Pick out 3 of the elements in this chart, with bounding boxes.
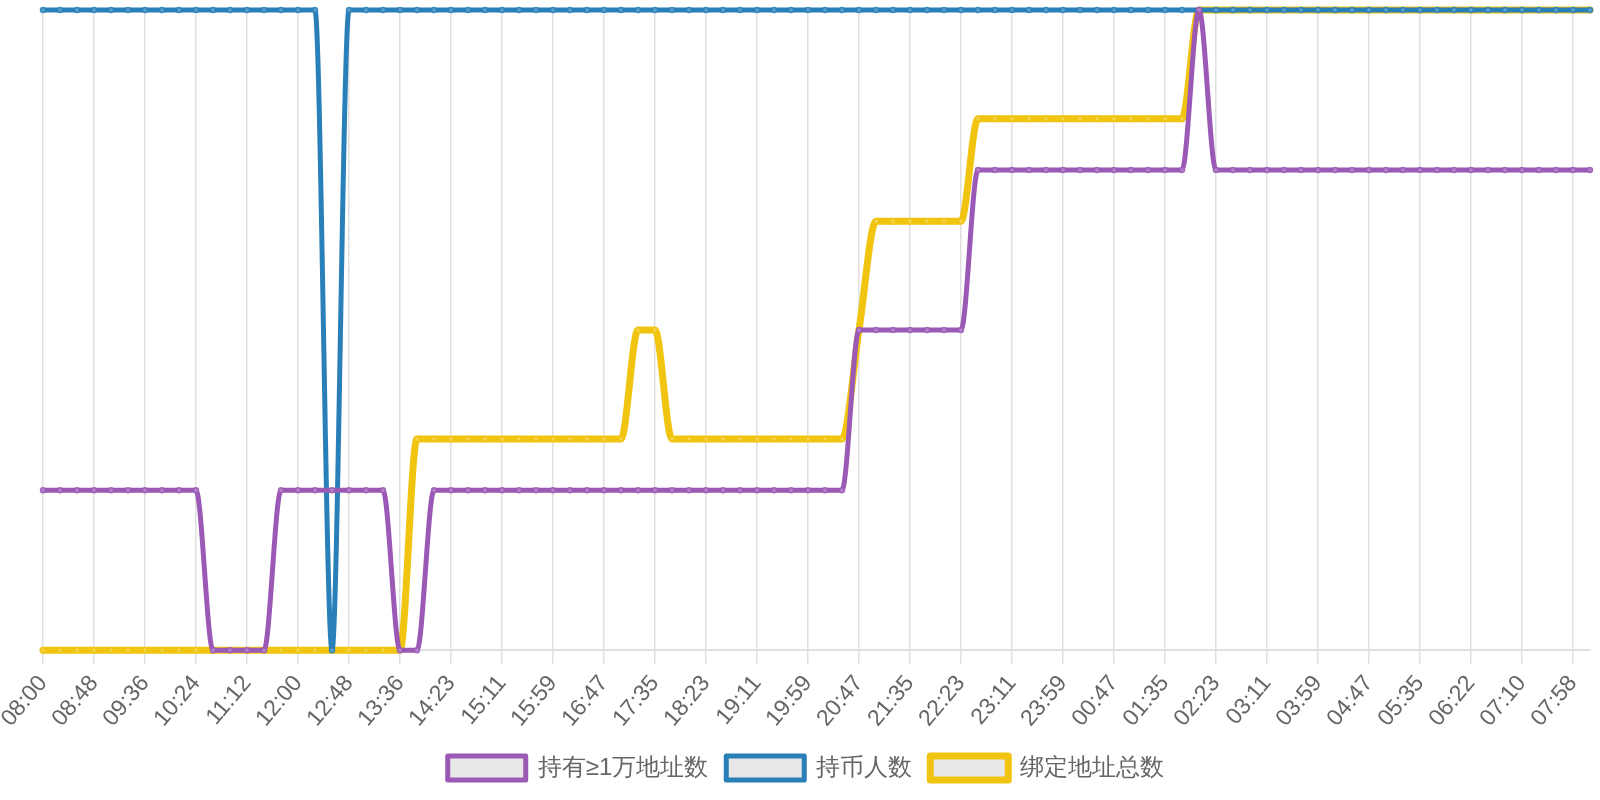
legend-label: 持有≥1万地址数 bbox=[537, 752, 709, 780]
legend-label: 持币人数 bbox=[816, 752, 913, 780]
legend-label: 绑定地址总数 bbox=[1020, 752, 1165, 780]
